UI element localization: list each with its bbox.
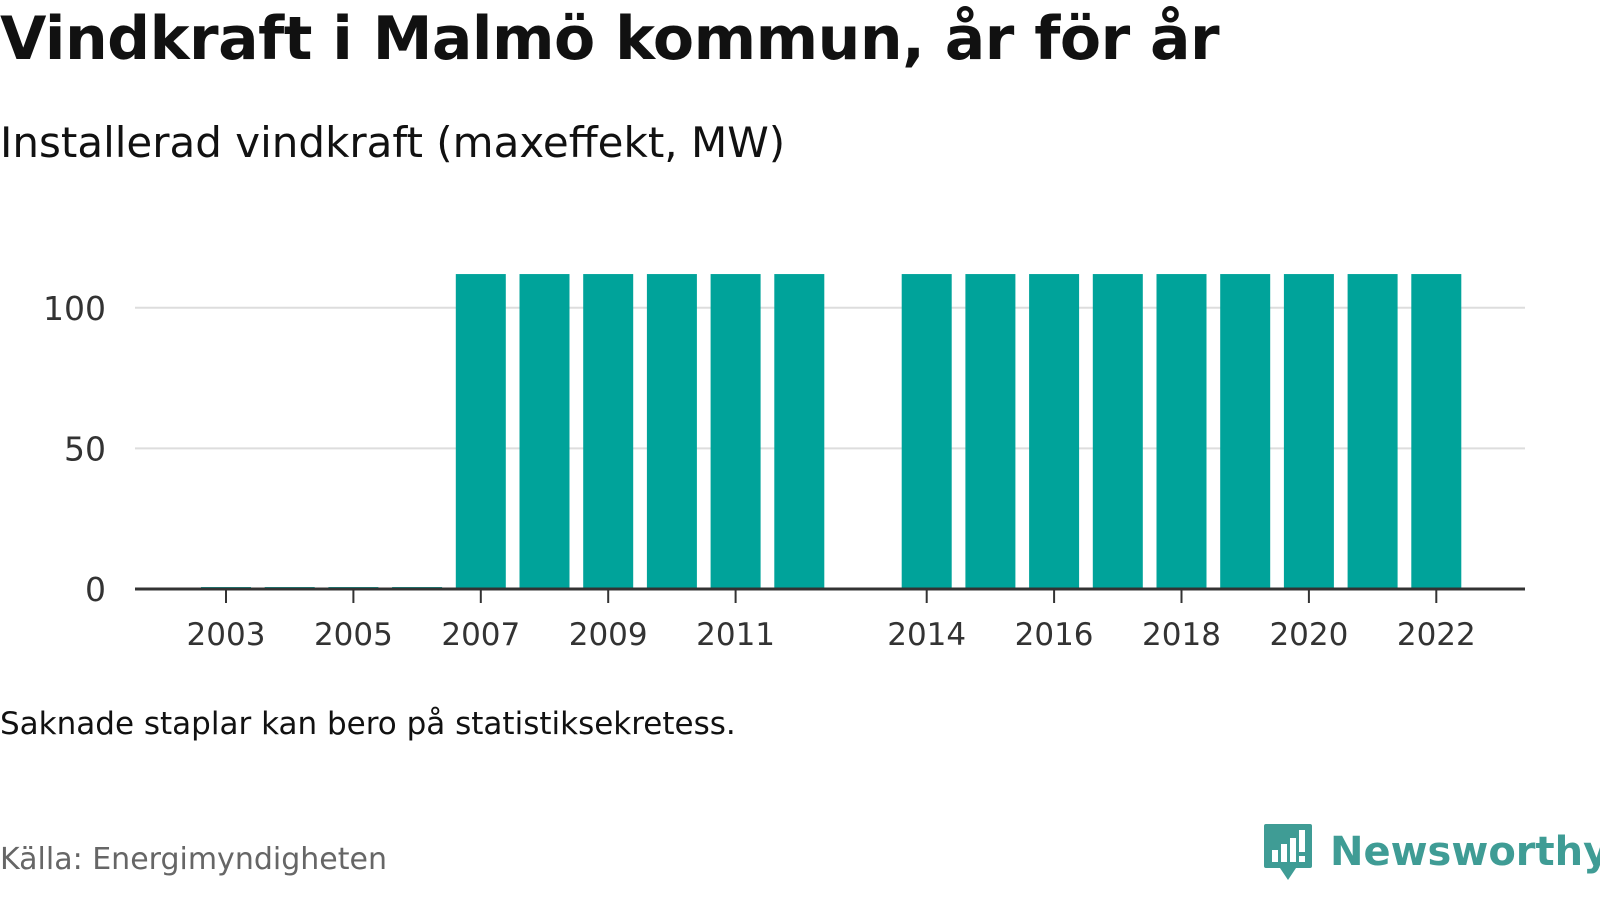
bar-2012 [774,274,825,589]
y-tick-label-0: 0 [85,570,106,609]
x-axis-ticks: 2003 2005 2007 2009 2011 2014 2016 2018 2020 2022 [187,589,1476,653]
y-axis-ticks: 0 50 100 [43,289,106,609]
x-tick-label-2018: 2018 [1142,617,1221,653]
x-tick-label-2014: 2014 [887,617,966,653]
bar-2011 [710,274,761,589]
x-tick-label-2022: 2022 [1397,617,1476,653]
chart-subtitle: Installerad vindkraft (maxeffekt, MW) [0,118,786,167]
bar-2010 [646,274,697,589]
x-tick-label-2007: 2007 [441,617,520,653]
bar-2014 [901,274,952,589]
y-tick-label-100: 100 [43,289,106,328]
x-tick-label-2016: 2016 [1015,617,1094,653]
x-tick-label-2003: 2003 [187,617,266,653]
bar-2022 [1411,274,1462,589]
newsworthy-logo-icon [1264,824,1312,880]
bar-2018 [1156,274,1207,589]
source-text: Källa: Energimyndigheten [0,842,387,877]
bar-2016 [1029,274,1080,589]
y-tick-label-50: 50 [64,429,106,468]
footnote: Saknade staplar kan bero på statistiksek… [0,706,736,742]
x-tick-label-2009: 2009 [569,617,648,653]
bar-2017 [1092,274,1143,589]
bar-2021 [1347,274,1398,589]
chart-title: Vindkraft i Malmö kommun, år för år [0,4,1220,74]
brand-logo: Newsworthy [1262,822,1600,882]
bar-2007 [455,274,506,589]
bar-2008 [519,274,570,589]
brand-name: Newsworthy [1330,829,1600,875]
bars [201,274,1462,589]
x-tick-label-2011: 2011 [696,617,775,653]
x-tick-label-2005: 2005 [314,617,393,653]
x-tick-label-2020: 2020 [1269,617,1348,653]
bar-2009 [583,274,634,589]
bar-2020 [1283,274,1334,589]
bar-2019 [1220,274,1271,589]
bar-chart: 2003 2005 2007 2009 2011 2014 2016 2018 2020 2022… [43,274,1525,653]
bar-2015 [965,274,1016,589]
